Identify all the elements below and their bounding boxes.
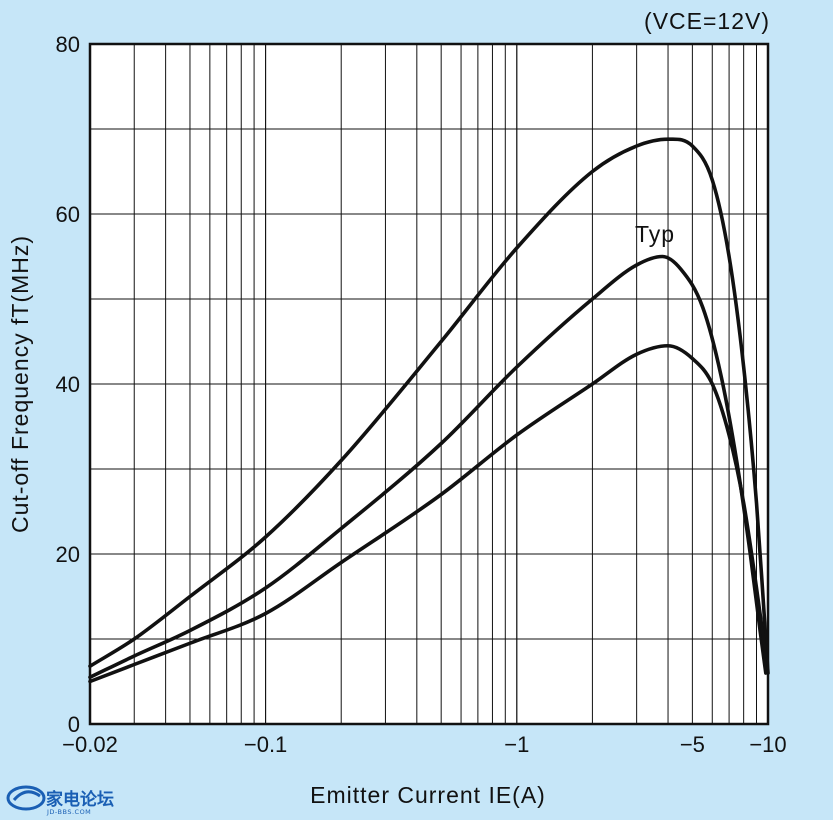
grid-lines <box>90 44 768 724</box>
x-tick-label: −5 <box>680 732 705 757</box>
y-tick-labels: 0 20 40 60 80 <box>56 32 80 737</box>
x-axis-title: Emitter Current IE(A) <box>310 782 546 808</box>
y-tick-label: 0 <box>68 712 80 737</box>
data-curves <box>88 137 770 684</box>
condition-annotation: (VCE=12V) <box>644 8 770 34</box>
curve-max <box>88 137 770 675</box>
logo-text: 家电论坛 <box>46 789 114 810</box>
y-tick-label: 60 <box>56 202 80 227</box>
logo-subtext: JD-BBS.COM <box>46 808 91 816</box>
x-tick-label: −0.1 <box>244 732 287 757</box>
y-tick-label: 20 <box>56 542 80 567</box>
watermark-logo: 家电论坛 JD-BBS.COM <box>6 785 114 816</box>
x-tick-label: −1 <box>504 732 529 757</box>
x-tick-label: −10 <box>749 732 786 757</box>
y-tick-label: 80 <box>56 32 80 57</box>
x-tick-label: −0.02 <box>62 732 118 757</box>
x-tick-labels: −0.02 −0.1 −1 −5 −10 <box>62 732 787 757</box>
typ-label: Typ <box>635 221 675 247</box>
curve-min <box>88 343 768 684</box>
y-axis-title: Cut-off Frequency fT(MHz) <box>7 235 33 533</box>
logo-swirl-icon <box>6 785 46 811</box>
y-tick-label: 40 <box>56 372 80 397</box>
